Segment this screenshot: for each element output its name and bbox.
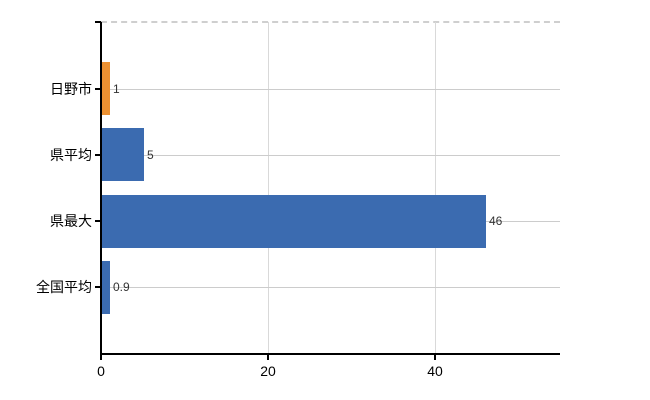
y-axis-tick — [95, 286, 101, 288]
x-axis-line — [100, 353, 560, 355]
y-axis-tick — [95, 88, 101, 90]
y-axis-tick — [95, 220, 101, 222]
category-label: 県最大 — [50, 213, 92, 229]
category-label: 全国平均 — [36, 279, 92, 295]
category-gridline — [101, 89, 560, 90]
bar — [102, 62, 110, 115]
bar — [102, 195, 486, 248]
x-tick-label: 40 — [427, 363, 443, 379]
category-label: 日野市 — [50, 81, 92, 97]
bar-value-label: 1 — [113, 82, 120, 96]
y-axis-top-tick — [95, 21, 101, 23]
category-gridline — [101, 155, 560, 156]
bar — [102, 128, 144, 181]
bar-value-label: 5 — [147, 148, 154, 162]
x-axis-tick — [100, 354, 102, 360]
x-gridline — [268, 22, 269, 354]
category-gridline — [101, 287, 560, 288]
x-tick-label: 0 — [97, 363, 105, 379]
x-tick-label: 20 — [260, 363, 276, 379]
x-gridline — [435, 22, 436, 354]
plot-top-border — [101, 21, 560, 23]
bar — [102, 261, 110, 314]
y-axis-tick — [95, 154, 101, 156]
y-axis-line — [100, 22, 102, 354]
bar-value-label: 0.9 — [113, 280, 130, 294]
x-axis-tick — [434, 354, 436, 360]
x-axis-tick — [267, 354, 269, 360]
bar-value-label: 46 — [489, 214, 503, 228]
category-label: 県平均 — [50, 147, 92, 163]
